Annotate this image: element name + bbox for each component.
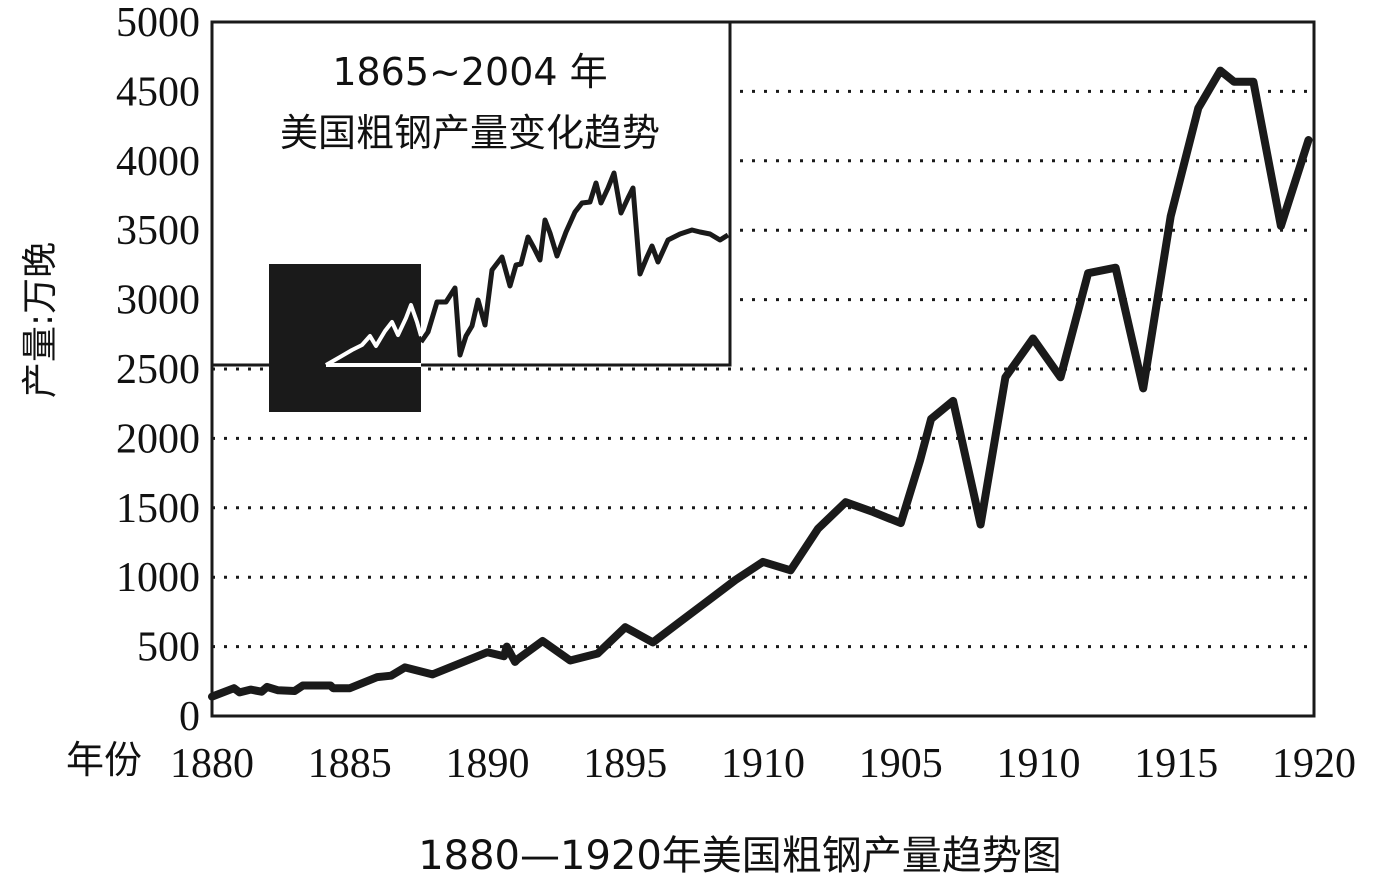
x-tick-label: 1905 [859,741,943,787]
y-tick-label: 2500 [116,347,200,393]
y-tick-label: 3000 [116,278,200,324]
inset-chart: 1865~2004 年 美国粗钢产量变化趋势 [210,20,732,412]
x-tick-label: 1915 [1134,741,1218,787]
inset-title-line1: 1865~2004 年 [332,50,607,94]
x-tick-labels: 1880 1885 1890 1895 1910 1905 1910 1915 1920 [170,741,1356,787]
x-tick-label: 1880 [170,741,254,787]
x-tick-label: 1885 [308,741,392,787]
y-tick-label: 0 [179,694,200,740]
x-tick-label: 1895 [583,741,667,787]
x-tick-label: 1910 [721,741,805,787]
y-tick-label: 5000 [116,0,200,46]
y-tick-label: 500 [137,625,200,671]
y-tick-label: 2000 [116,416,200,462]
x-tick-label: 1910 [997,741,1081,787]
y-axis-label: 产量:万晚 [20,242,61,398]
y-tick-label: 1500 [116,486,200,532]
chart-title: 1880—1920年美国粗钢产量趋势图 [418,833,1062,879]
inset-title-line2: 美国粗钢产量变化趋势 [280,111,660,155]
inset-highlight-block [269,264,421,412]
inset-highlight-line [325,303,423,367]
y-tick-label: 4500 [116,69,200,115]
y-tick-label: 3500 [116,208,200,254]
y-tick-label: 4000 [116,139,200,185]
x-axis-label: 年份 [66,738,142,782]
y-tick-label: 1000 [116,555,200,601]
plot-frame [210,20,1316,718]
inset-series-line [418,170,730,358]
series-line [208,66,1313,701]
x-tick-label: 1920 [1272,741,1356,787]
x-tick-label: 1890 [446,741,530,787]
